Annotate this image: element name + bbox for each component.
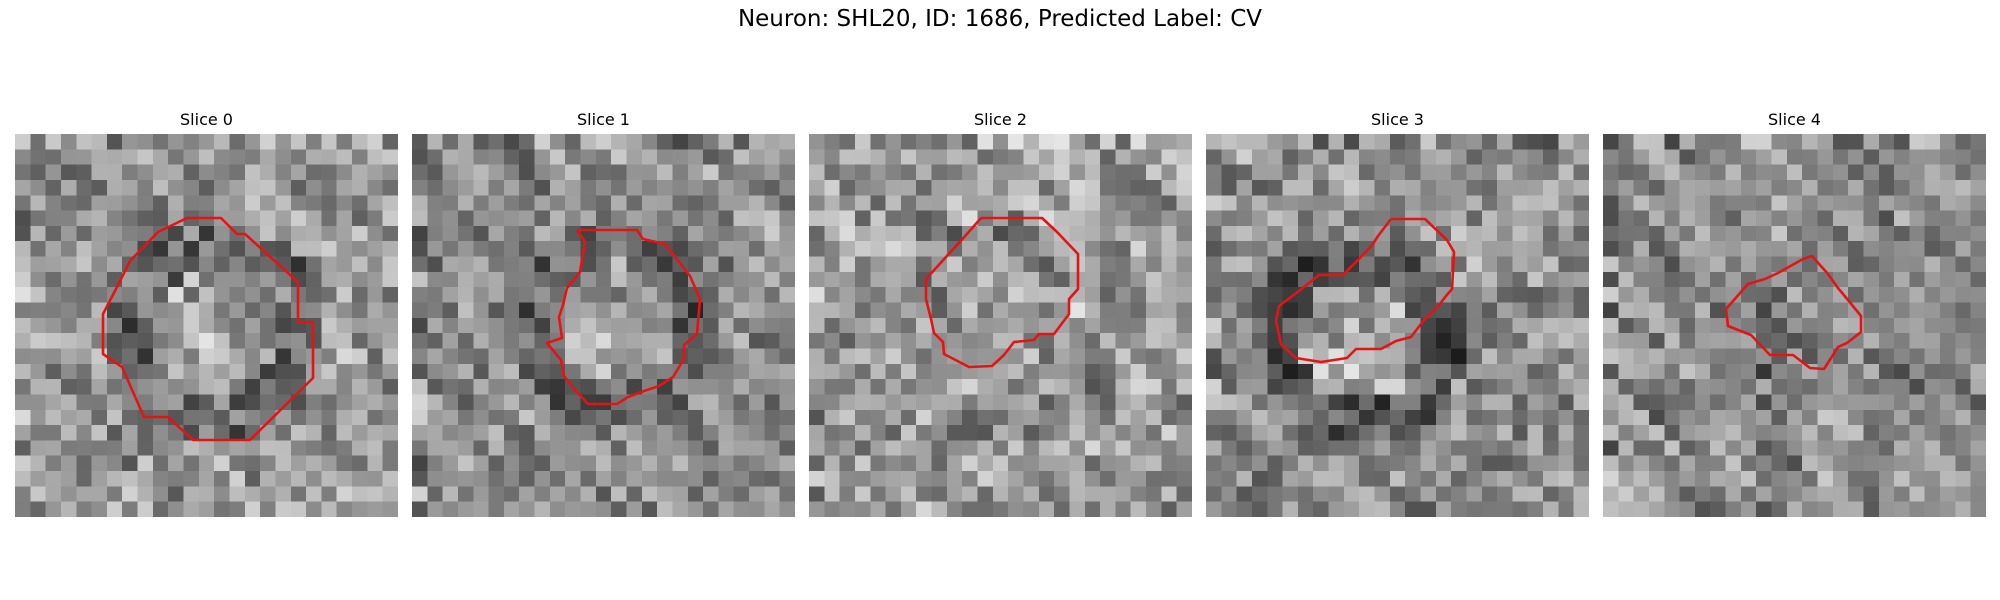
slice-image-0 [15, 134, 398, 517]
slice-panel-4: Slice 4 [1603, 108, 1986, 517]
slice-title-3: Slice 3 [1371, 110, 1424, 129]
slice-contour-svg-1 [545, 228, 702, 406]
slice-contour-svg-3 [1274, 217, 1456, 364]
slice-title-4: Slice 4 [1768, 110, 1821, 129]
slice-texture-4 [1603, 134, 1986, 517]
slice-contour-svg-0 [101, 216, 315, 442]
slice-image-1 [412, 134, 795, 517]
slice-image-4 [1603, 134, 1986, 517]
figure-title: Neuron: SHL20, ID: 1686, Predicted Label… [737, 6, 1263, 32]
slice-texture-0 [15, 134, 398, 517]
roi-contour-4 [1724, 254, 1863, 371]
roi-contour-3 [1274, 217, 1456, 364]
slice-image-3 [1206, 134, 1589, 517]
slice-panel-2: Slice 2 [809, 108, 1192, 517]
slice-texture-2 [809, 134, 1192, 517]
slice-texture-3 [1206, 134, 1589, 517]
slice-title-0: Slice 0 [180, 110, 233, 129]
slice-texture-1 [412, 134, 795, 517]
slice-contour-svg-2 [924, 216, 1080, 369]
slice-title-1: Slice 1 [577, 110, 630, 129]
roi-contour-0 [101, 216, 315, 442]
slice-panel-3: Slice 3 [1206, 108, 1589, 517]
slice-panel-1: Slice 1 [412, 108, 795, 517]
slice-title-2: Slice 2 [974, 110, 1027, 129]
slice-panel-0: Slice 0 [15, 108, 398, 517]
slice-image-2 [809, 134, 1192, 517]
roi-contour-1 [545, 228, 702, 406]
roi-contour-2 [924, 216, 1080, 369]
slice-contour-svg-4 [1724, 254, 1863, 371]
